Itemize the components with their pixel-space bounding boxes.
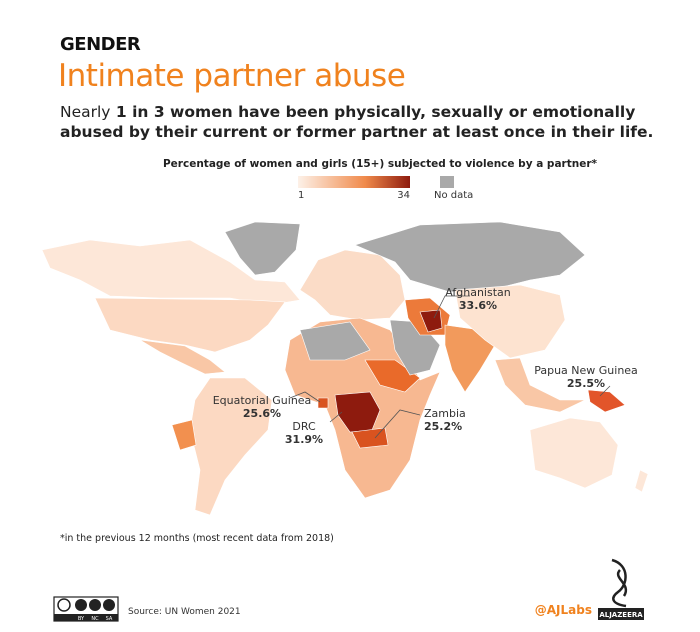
legend-max: 34 <box>397 190 410 201</box>
annotation-country: Papua New Guinea <box>534 364 638 377</box>
handle: @AJLabs <box>535 603 592 617</box>
subtitle: Nearly 1 in 3 women have been physically… <box>60 102 660 142</box>
afghanistan <box>419 309 443 333</box>
brand: ALJAZEERA <box>599 611 643 619</box>
australia <box>529 417 619 489</box>
leader-drc <box>329 411 343 423</box>
source: Source: UN Women 2021 <box>128 607 241 617</box>
annotation-value: 25.2% <box>424 420 462 433</box>
europe <box>299 249 406 321</box>
license-badge: BY NC SA <box>53 596 119 622</box>
papua-new-guinea <box>587 389 626 413</box>
leader-eq-guinea <box>289 391 321 403</box>
leader-png <box>599 385 611 397</box>
subtitle-lead: Nearly <box>60 103 111 121</box>
annotation-country: DRC <box>292 420 316 433</box>
subtitle-rest: have been physically, sexually or emotio… <box>60 103 654 141</box>
subtitle-emphasis: 1 in 3 women <box>115 103 233 121</box>
annotation-value: 33.6% <box>459 299 497 312</box>
new-zealand <box>634 469 649 493</box>
china <box>454 284 566 359</box>
legend-no-data-swatch <box>440 176 454 188</box>
legend-gradient <box>298 176 410 188</box>
annotation-country: Afghanistan <box>445 286 511 299</box>
southeast-asia <box>494 357 586 413</box>
license-term: SA <box>106 616 113 622</box>
leader-zambia <box>374 409 421 439</box>
annotation-country: Equatorial Guinea <box>213 394 312 407</box>
ethiopia <box>364 359 421 393</box>
sahara <box>299 321 371 361</box>
usa <box>94 297 286 353</box>
russia <box>354 221 586 293</box>
leaders <box>289 295 611 439</box>
central-america <box>139 339 226 375</box>
footnote: *in the previous 12 months (most recent … <box>60 533 334 544</box>
annotation-country: Zambia <box>424 407 466 420</box>
equatorial-guinea <box>317 397 329 409</box>
legend-min: 1 <box>298 190 304 201</box>
license-term: BY <box>78 616 85 622</box>
brand-logo: ALJAZEERA <box>598 558 644 620</box>
annotation-value: 25.5% <box>567 377 605 390</box>
license-term: NC <box>91 616 99 622</box>
legend-no-data: No data <box>434 190 473 201</box>
world-map <box>41 221 649 516</box>
greenland <box>224 221 301 276</box>
kicker: GENDER <box>60 34 141 55</box>
canada <box>41 239 301 306</box>
title: Intimate partner abuse <box>58 58 406 94</box>
annotation-value: 31.9% <box>285 433 323 446</box>
legend-title: Percentage of women and girls (15+) subj… <box>163 158 598 170</box>
leader-afghanistan <box>433 295 470 319</box>
bolivia <box>171 419 197 451</box>
annotation-value: 25.6% <box>243 407 281 420</box>
